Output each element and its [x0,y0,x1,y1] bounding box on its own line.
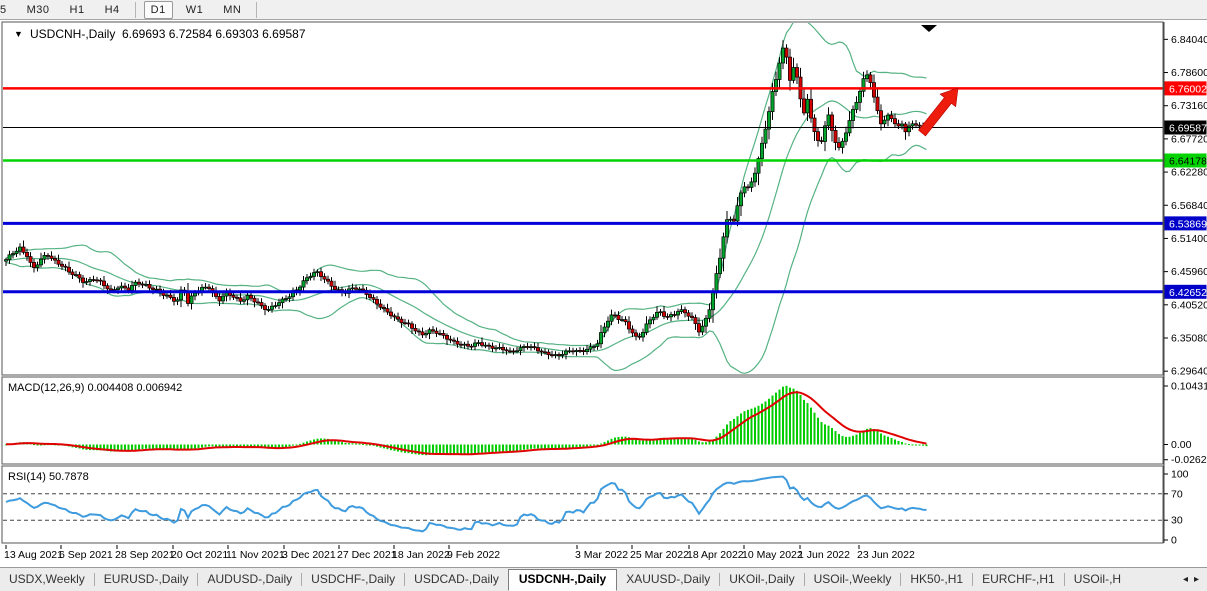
chart-tab-usoil-weekly[interactable]: USOil-,Weekly [813,572,892,586]
macd-panel [5,385,928,456]
chart-title-quotes: 6.69693 6.72584 6.69303 6.69587 [122,27,306,41]
date-tick-label: 20 Oct 2021 [171,549,228,561]
macd-indicator-label: MACD(12,26,9) 0.004408 0.006942 [8,382,182,394]
timeframe-button-w1[interactable]: W1 [185,3,204,16]
timeframe-button-5[interactable]: 5 [0,3,7,16]
date-tick-label: 1 Jun 2022 [798,549,850,561]
red-up-arrow-annotation[interactable] [918,87,959,137]
tab-separator [301,573,303,586]
price-tick-label: 6.56840 [1171,200,1207,212]
chart-tab-usdx-weekly[interactable]: USDX,Weekly [9,572,85,586]
price-tick-label: 6.78600 [1171,67,1207,79]
price-badge [1164,216,1207,231]
price-tick-label: 6.62280 [1171,167,1207,179]
price-tick-label: 6.35080 [1171,332,1207,344]
rsi-axis-label: 30 [1171,515,1183,527]
date-tick-label: 23 Jun 2022 [857,549,915,561]
price-badge-label: 6.64178 [1169,155,1207,167]
price-badge-label: 6.42652 [1169,287,1207,299]
price-badge-label: 6.69587 [1169,123,1207,135]
rsi-axis-label: 100 [1171,469,1189,481]
macd-axis-label: 0.104313 [1171,381,1207,393]
scroll-to-end-marker-icon [921,25,937,32]
chart-tab-eurusd-daily[interactable]: EURUSD-,Daily [103,572,189,586]
tab-separator [1063,573,1065,586]
date-tick-label: 6 Sep 2021 [59,549,113,561]
tab-separator [404,573,406,586]
date-tick-label: 18 Apr 2022 [687,549,744,561]
tab-scroll-right-icon[interactable]: ▸ [1193,573,1199,585]
price-tick-label: 6.51400 [1171,233,1207,245]
timeframe-button-d1[interactable]: D1 [143,0,173,19]
tab-scroll-controls: ◂ ▸ [1179,574,1207,586]
symbol-dropdown-icon[interactable]: ▼ [14,29,23,39]
macd-axis-label: 0.00 [1171,439,1192,451]
tab-separator [803,573,805,586]
date-tick-label: 27 Dec 2021 [337,549,397,561]
tab-separator [93,573,95,586]
date-tick-label: 13 Aug 2021 [4,549,63,561]
date-tick-label: 28 Sep 2021 [115,549,175,561]
horizontal-level-lines[interactable] [3,87,1163,294]
chart-canvas[interactable]: 6.84040 6.78600 6.73160 6.67720 6.62280 6.568… [0,20,1207,567]
chart-tab-xauusd-daily[interactable]: XAUUSD-,Daily [626,572,711,586]
timeframe-toolbar: 5 M30 H1 H4 D1 W1 MN [0,0,1207,20]
chart-tab-ukoil-daily[interactable]: UKOil-,Daily [729,572,795,586]
price-badge-label: 6.76002 [1169,83,1207,95]
chart-tab-usdchf-daily[interactable]: USDCHF-,Daily [311,572,396,586]
price-badge [1164,284,1207,299]
price-badge [1164,120,1207,135]
chart-tab-usdcnh-daily[interactable]: USDCNH-,Daily [507,568,618,591]
tab-separator [900,573,902,586]
date-tick-label: 18 Jan 2022 [392,549,450,561]
date-tick-label: 10 May 2022 [742,549,803,561]
price-tick-label: 6.67720 [1171,133,1207,145]
candlestick-series [4,40,929,360]
tab-scroll-left-icon[interactable]: ◂ [1182,573,1188,585]
chart-background [0,20,1207,567]
rsi-indicator-label: RSI(14) 50.7878 [8,471,89,483]
timeframe-button-mn[interactable]: MN [223,3,242,16]
tab-separator [197,573,199,586]
price-badge-label: 6.53869 [1169,218,1207,230]
chart-title-symbol: USDCNH-,Daily [30,27,115,41]
price-tick-label: 6.40520 [1171,299,1207,311]
rsi-axis-label: 70 [1171,488,1183,500]
rsi-line [5,475,927,533]
toolbar-separator [256,1,258,18]
chart-tab-bar: USDX,Weekly EURUSD-,Daily AUDUSD-,Daily USD… [0,567,1207,591]
rsi-axis-label: 0 [1171,535,1177,547]
price-tick-label: 6.73160 [1171,100,1207,112]
date-tick-label: 3 Mar 2022 [575,549,628,561]
tab-separator [719,573,721,586]
price-badge [1164,81,1207,96]
timeframe-button-m30[interactable]: M30 [26,3,50,16]
toolbar-separator [134,1,136,18]
price-badge [1164,153,1207,168]
price-tick-label: 6.45960 [1171,266,1207,278]
price-tick-label: 6.29640 [1171,366,1207,378]
timeframe-button-h1[interactable]: H1 [69,3,85,16]
panel-borders [1,21,1164,544]
price-tick-label: 6.84040 [1171,34,1207,46]
chart-tab-usdcad-daily[interactable]: USDCAD-,Daily [414,572,499,586]
macd-axis-label: -0.026249 [1171,454,1207,466]
date-tick-label: 3 Dec 2021 [282,549,336,561]
chart-annotations[interactable] [918,25,959,137]
date-tick-label: 11 Nov 2021 [226,549,285,561]
date-tick-label: 25 Mar 2022 [630,549,689,561]
chart-tab-audusd-daily[interactable]: AUDUSD-,Daily [207,572,293,586]
timeframe-button-h4[interactable]: H4 [104,3,120,16]
chart-tab-usoil-h[interactable]: USOil-,H [1073,572,1122,586]
rsi-panel [3,475,1163,533]
tab-separator [972,573,974,586]
price-axis[interactable]: 6.84040 6.78600 6.73160 6.67720 6.62280 6.568… [1163,22,1207,547]
date-tick-label: 9 Feb 2022 [447,549,500,561]
bollinger-bands [5,23,927,374]
chart-tab-hk50-h1[interactable]: HK50-,H1 [910,572,964,586]
chart-tab-eurchf-h1[interactable]: EURCHF-,H1 [982,572,1055,586]
